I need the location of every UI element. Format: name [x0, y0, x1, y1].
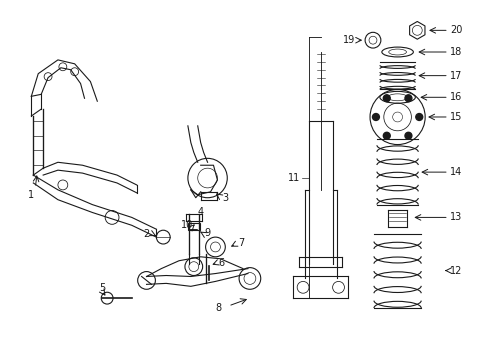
Text: 12: 12	[449, 266, 461, 276]
Circle shape	[415, 113, 422, 121]
Text: 14: 14	[449, 167, 461, 177]
Text: 8: 8	[215, 303, 221, 313]
Text: 9: 9	[204, 228, 210, 238]
Text: 3: 3	[222, 193, 228, 203]
Text: 7: 7	[238, 238, 244, 248]
Text: 16: 16	[449, 92, 461, 102]
Text: 19: 19	[342, 35, 355, 45]
Text: 5: 5	[99, 283, 105, 293]
Circle shape	[383, 95, 389, 102]
Circle shape	[372, 113, 379, 121]
Text: 6: 6	[218, 258, 224, 268]
Text: 11: 11	[287, 173, 300, 183]
Text: 13: 13	[449, 212, 461, 222]
Text: 10: 10	[180, 220, 192, 230]
Circle shape	[383, 132, 389, 139]
Text: 17: 17	[449, 71, 461, 81]
Text: 20: 20	[449, 25, 461, 35]
Text: 4: 4	[197, 207, 203, 217]
Text: 18: 18	[449, 47, 461, 57]
Text: 15: 15	[449, 112, 461, 122]
Circle shape	[404, 132, 411, 139]
Text: 1: 1	[28, 190, 34, 200]
Circle shape	[404, 95, 411, 102]
Text: 2: 2	[143, 229, 149, 239]
